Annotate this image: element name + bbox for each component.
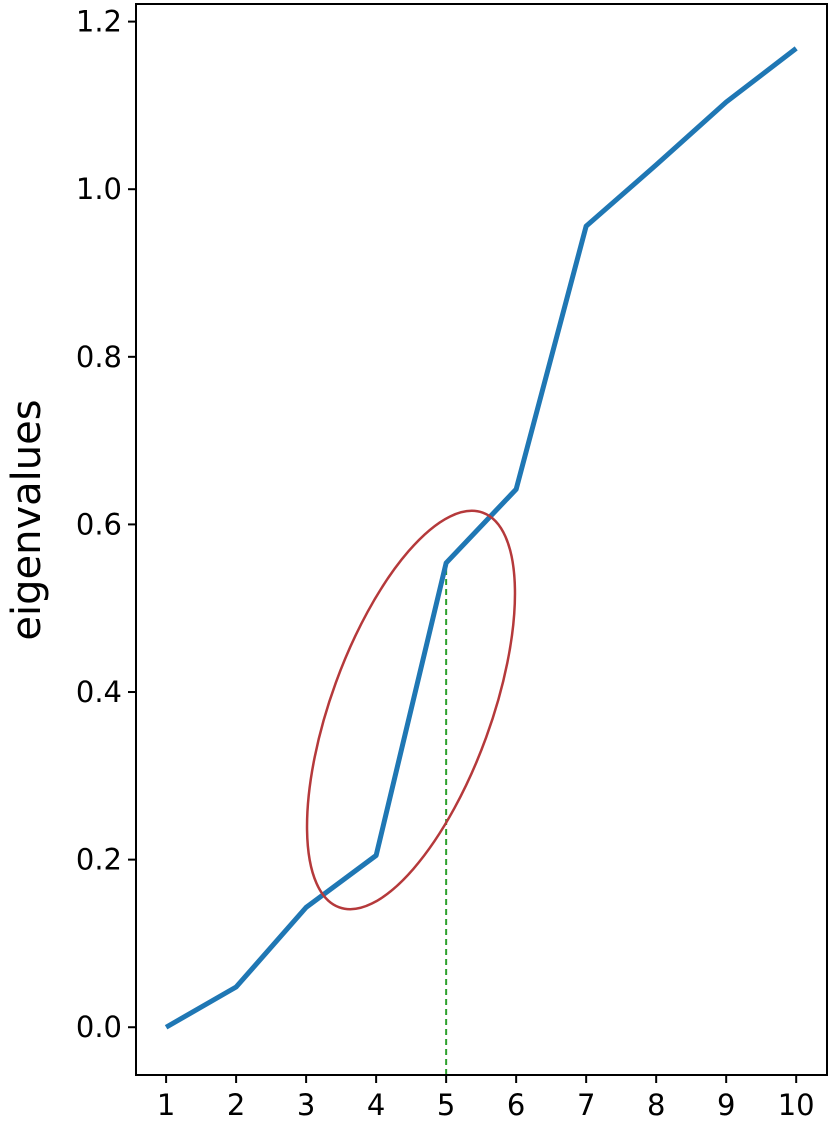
x-tick-label: 9 (717, 1088, 735, 1122)
x-tick-label: 10 (778, 1088, 815, 1122)
y-tick-label: 1.2 (76, 5, 122, 39)
x-tick-label: 1 (157, 1088, 175, 1122)
y-axis-label: eigenvalues (4, 399, 50, 640)
y-tick-label: 0.8 (76, 340, 122, 374)
x-tick-label: 7 (577, 1088, 595, 1122)
y-tick-label: 0.0 (76, 1010, 122, 1044)
highlight-ellipse (305, 509, 517, 911)
y-tick-label: 0.2 (76, 843, 122, 877)
x-tick-label: 3 (297, 1088, 315, 1122)
x-tick-label: 6 (507, 1088, 525, 1122)
x-tick-label: 8 (647, 1088, 665, 1122)
y-tick-label: 1.0 (76, 172, 122, 206)
plot-frame (135, 3, 828, 1076)
y-tick-label: 0.4 (76, 675, 122, 709)
x-tick-label: 5 (437, 1088, 455, 1122)
y-tick-label: 0.6 (76, 507, 122, 541)
data-line (164, 46, 798, 1030)
x-tick-label: 4 (367, 1088, 385, 1122)
x-tick-label: 2 (227, 1088, 245, 1122)
